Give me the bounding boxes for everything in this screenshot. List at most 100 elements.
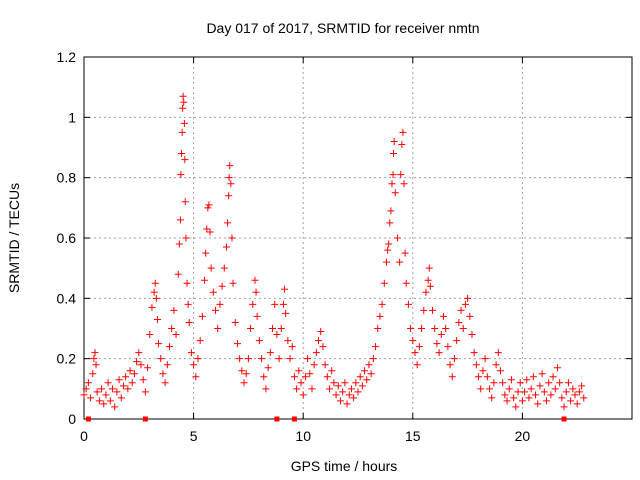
data-point <box>92 361 100 369</box>
data-point <box>352 379 360 387</box>
data-point <box>334 382 342 390</box>
data-point-square <box>85 416 91 422</box>
data-point <box>505 385 513 393</box>
data-point <box>260 373 268 381</box>
data-point <box>442 325 450 332</box>
data-point <box>341 379 349 387</box>
data-point <box>573 400 581 408</box>
data-point <box>312 349 320 357</box>
data-point <box>422 288 430 296</box>
data-point <box>407 325 415 332</box>
data-point <box>144 364 152 372</box>
data-point <box>279 300 287 308</box>
data-point <box>496 367 504 375</box>
data-point <box>488 394 496 402</box>
data-point <box>385 240 393 248</box>
data-point <box>439 312 447 320</box>
data-point <box>501 391 509 399</box>
data-point <box>415 343 423 351</box>
data-point <box>179 92 187 100</box>
data-point <box>148 303 156 311</box>
data-point <box>411 349 419 357</box>
data-point <box>386 219 394 227</box>
data-point <box>224 219 232 227</box>
data-point <box>244 355 252 363</box>
data-point <box>453 337 461 345</box>
data-point <box>388 180 396 188</box>
data-point <box>391 189 399 197</box>
data-point <box>343 400 351 408</box>
data-point <box>534 400 542 408</box>
data-point <box>135 349 143 357</box>
x-tick-label: 5 <box>190 428 198 444</box>
data-point <box>332 391 340 399</box>
data-point <box>90 355 98 363</box>
data-point <box>183 279 191 287</box>
data-point <box>523 376 531 384</box>
data-point <box>227 180 235 188</box>
data-point <box>301 373 309 381</box>
data-point <box>339 388 347 396</box>
data-point <box>437 331 445 339</box>
data-point <box>543 397 551 405</box>
chart-title: Day 017 of 2017, SRMTID for receiver nmt… <box>206 20 479 36</box>
data-point <box>317 328 325 336</box>
data-point <box>82 385 90 393</box>
data-point <box>376 312 384 320</box>
data-point <box>387 207 395 215</box>
data-point <box>310 361 318 369</box>
data-point <box>409 337 417 345</box>
data-point <box>429 306 437 314</box>
data-point <box>551 385 559 393</box>
data-point <box>153 315 161 323</box>
data-point <box>399 128 407 136</box>
data-point <box>571 391 579 399</box>
data-point <box>203 225 211 233</box>
data-point <box>304 355 312 363</box>
data-point <box>111 403 119 411</box>
data-point <box>255 337 263 345</box>
data-point <box>170 306 178 314</box>
data-point <box>413 361 421 369</box>
data-point <box>198 312 206 320</box>
data-point <box>514 388 522 396</box>
data-point <box>538 370 546 378</box>
data-point <box>157 355 165 363</box>
data-point <box>384 246 392 254</box>
data-point <box>553 364 561 372</box>
data-point <box>492 361 500 369</box>
data-point <box>378 300 386 308</box>
y-tick-label: 1.2 <box>57 49 77 65</box>
data-point <box>521 388 529 396</box>
y-tick-label: 1 <box>68 109 76 125</box>
data-point <box>150 288 158 296</box>
data-point <box>262 385 270 393</box>
data-point <box>532 391 540 399</box>
data-point <box>472 361 480 369</box>
data-point <box>133 358 141 366</box>
data-point <box>470 349 478 357</box>
data-point <box>516 379 524 387</box>
data-point <box>564 379 572 387</box>
data-point <box>418 325 426 332</box>
data-point <box>176 216 184 224</box>
data-point <box>328 367 336 375</box>
data-point <box>277 325 285 332</box>
data-point <box>536 382 544 390</box>
data-point <box>459 325 467 332</box>
data-point <box>562 388 570 396</box>
data-point <box>401 249 409 257</box>
data-point <box>229 279 237 287</box>
data-point <box>126 367 134 375</box>
data-point <box>252 288 260 296</box>
data-point <box>350 394 358 402</box>
data-point <box>483 373 491 381</box>
data-point <box>174 270 182 278</box>
data-point <box>258 355 266 363</box>
data-point <box>425 264 433 272</box>
data-point <box>185 318 193 326</box>
data-point <box>560 403 568 411</box>
data-point <box>282 309 290 317</box>
data-point <box>102 391 110 399</box>
data-point <box>117 394 125 402</box>
